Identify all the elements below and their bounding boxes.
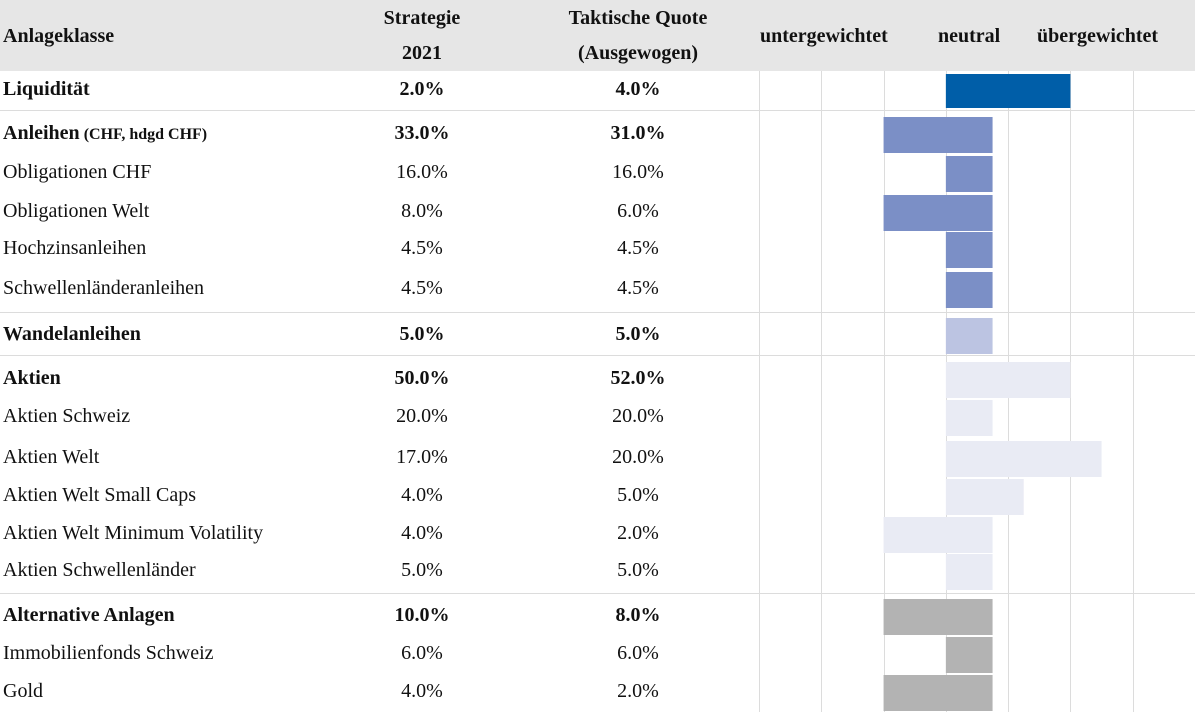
tactical-value: 4.5% [617, 237, 659, 259]
row-label-note: (CHF, hdgd CHF) [79, 126, 208, 143]
tactical-value: 16.0% [612, 161, 664, 183]
bar-gold [883, 675, 993, 711]
row-label-text: Gold [3, 680, 43, 702]
header-strategie-line1: Strategie [383, 7, 461, 29]
row-label-text: Schwellenländeranleihen [3, 277, 205, 299]
bar-aktien-welt-small-caps [945, 479, 1024, 515]
row-label-text: Alternative Anlagen [3, 604, 175, 626]
bar-alternative-anlagen [883, 599, 993, 635]
header-taktisch-line1: Taktische Quote [568, 7, 708, 29]
row-label-text: Aktien Welt Minimum Volatility [3, 522, 264, 544]
bar-hochzinsanleihen [945, 232, 993, 268]
bar-liquidit-t [945, 74, 1071, 108]
row-label-text: Obligationen Welt [3, 200, 150, 222]
tactical-value: 6.0% [617, 642, 659, 664]
row-label-text: Obligationen CHF [3, 161, 152, 183]
tactical-value: 52.0% [610, 367, 666, 389]
tactical-value: 6.0% [617, 200, 659, 222]
header-strategie-line2: 2021 [402, 42, 442, 64]
strategy-value: 4.5% [401, 277, 443, 299]
row-label-text: Liquidität [3, 78, 90, 100]
strategy-value: 20.0% [396, 405, 448, 427]
strategy-value: 4.0% [401, 680, 443, 702]
strategy-value: 5.0% [401, 559, 443, 581]
row-label-text: Anleihen [3, 122, 80, 144]
strategy-value: 8.0% [401, 200, 443, 222]
row-label-text: Aktien Welt Small Caps [3, 484, 197, 506]
tactical-value: 20.0% [612, 446, 664, 468]
row-label-text: Immobilienfonds Schweiz [3, 642, 214, 664]
row-label: Liquidität [3, 78, 90, 101]
strategy-value: 4.0% [401, 484, 443, 506]
header-taktisch-line2: (Ausgewogen) [578, 42, 698, 64]
row-label: Aktien Schwellenländer [3, 559, 196, 582]
tactical-value: 2.0% [617, 522, 659, 544]
row-label: Immobilienfonds Schweiz [3, 642, 214, 665]
row-label-text: Wandelanleihen [3, 323, 141, 345]
strategy-value: 5.0% [399, 323, 445, 345]
row-label-text: Aktien Schweiz [3, 405, 131, 427]
bar-aktien [945, 362, 1071, 398]
row-label: Obligationen Welt [3, 200, 149, 223]
row-label: Gold [3, 680, 43, 703]
bar-obligationen-chf [945, 156, 993, 192]
tactical-value: 31.0% [610, 122, 666, 144]
row-label: Aktien Schweiz [3, 405, 130, 428]
tactical-value: 4.0% [615, 78, 661, 100]
row-label: Wandelanleihen [3, 323, 141, 346]
row-label: Schwellenländeranleihen [3, 277, 204, 300]
row-label: Alternative Anlagen [3, 604, 175, 627]
row-label-text: Aktien Welt [3, 446, 100, 468]
row-label-text: Aktien Schwellenländer [3, 559, 196, 581]
header-neutral: neutral [938, 25, 1001, 47]
strategy-value: 50.0% [394, 367, 450, 389]
row-label: Aktien Welt Small Caps [3, 484, 196, 507]
tactical-value: 5.0% [615, 323, 661, 345]
tactical-value: 20.0% [612, 405, 664, 427]
header-uebergewichtet: übergewichtet [1037, 25, 1159, 47]
row-label: Anleihen (CHF, hdgd CHF) [3, 122, 207, 145]
header-anlageklasse: Anlageklasse [3, 25, 115, 47]
strategy-value: 10.0% [394, 604, 450, 626]
tactical-value: 2.0% [617, 680, 659, 702]
row-label: Obligationen CHF [3, 161, 151, 184]
row-label: Aktien [3, 367, 61, 390]
strategy-value: 6.0% [401, 642, 443, 664]
row-label-text: Aktien [3, 367, 61, 389]
tactical-value: 5.0% [617, 559, 659, 581]
tactical-value: 8.0% [615, 604, 661, 626]
strategy-value: 4.5% [401, 237, 443, 259]
tactical-value: 4.5% [617, 277, 659, 299]
bar-wandelanleihen [945, 318, 993, 354]
strategy-value: 16.0% [396, 161, 448, 183]
tactical-value: 5.0% [617, 484, 659, 506]
bar-aktien-welt-minimum-volatility [883, 517, 993, 553]
row-label: Hochzinsanleihen [3, 237, 146, 260]
bar-aktien-schweiz [945, 400, 993, 436]
bar-aktien-schwellenl-nder [945, 554, 993, 590]
strategy-value: 17.0% [396, 446, 448, 468]
bar-immobilienfonds-schweiz [945, 637, 993, 673]
strategy-value: 2.0% [399, 78, 445, 100]
strategy-value: 4.0% [401, 522, 443, 544]
bar-obligationen-welt [883, 195, 993, 231]
bar-aktien-welt [945, 441, 1102, 477]
row-label: Aktien Welt [3, 446, 99, 469]
strategy-value: 33.0% [394, 122, 450, 144]
bar-schwellenl-nderanleihen [945, 272, 993, 308]
table-header: Anlageklasse Strategie 2021 Taktische Qu… [0, 0, 1195, 71]
row-label-text: Hochzinsanleihen [3, 237, 147, 259]
bar-anleihen [883, 117, 993, 153]
row-label: Aktien Welt Minimum Volatility [3, 522, 263, 545]
header-untergewichtet: untergewichtet [760, 25, 888, 47]
